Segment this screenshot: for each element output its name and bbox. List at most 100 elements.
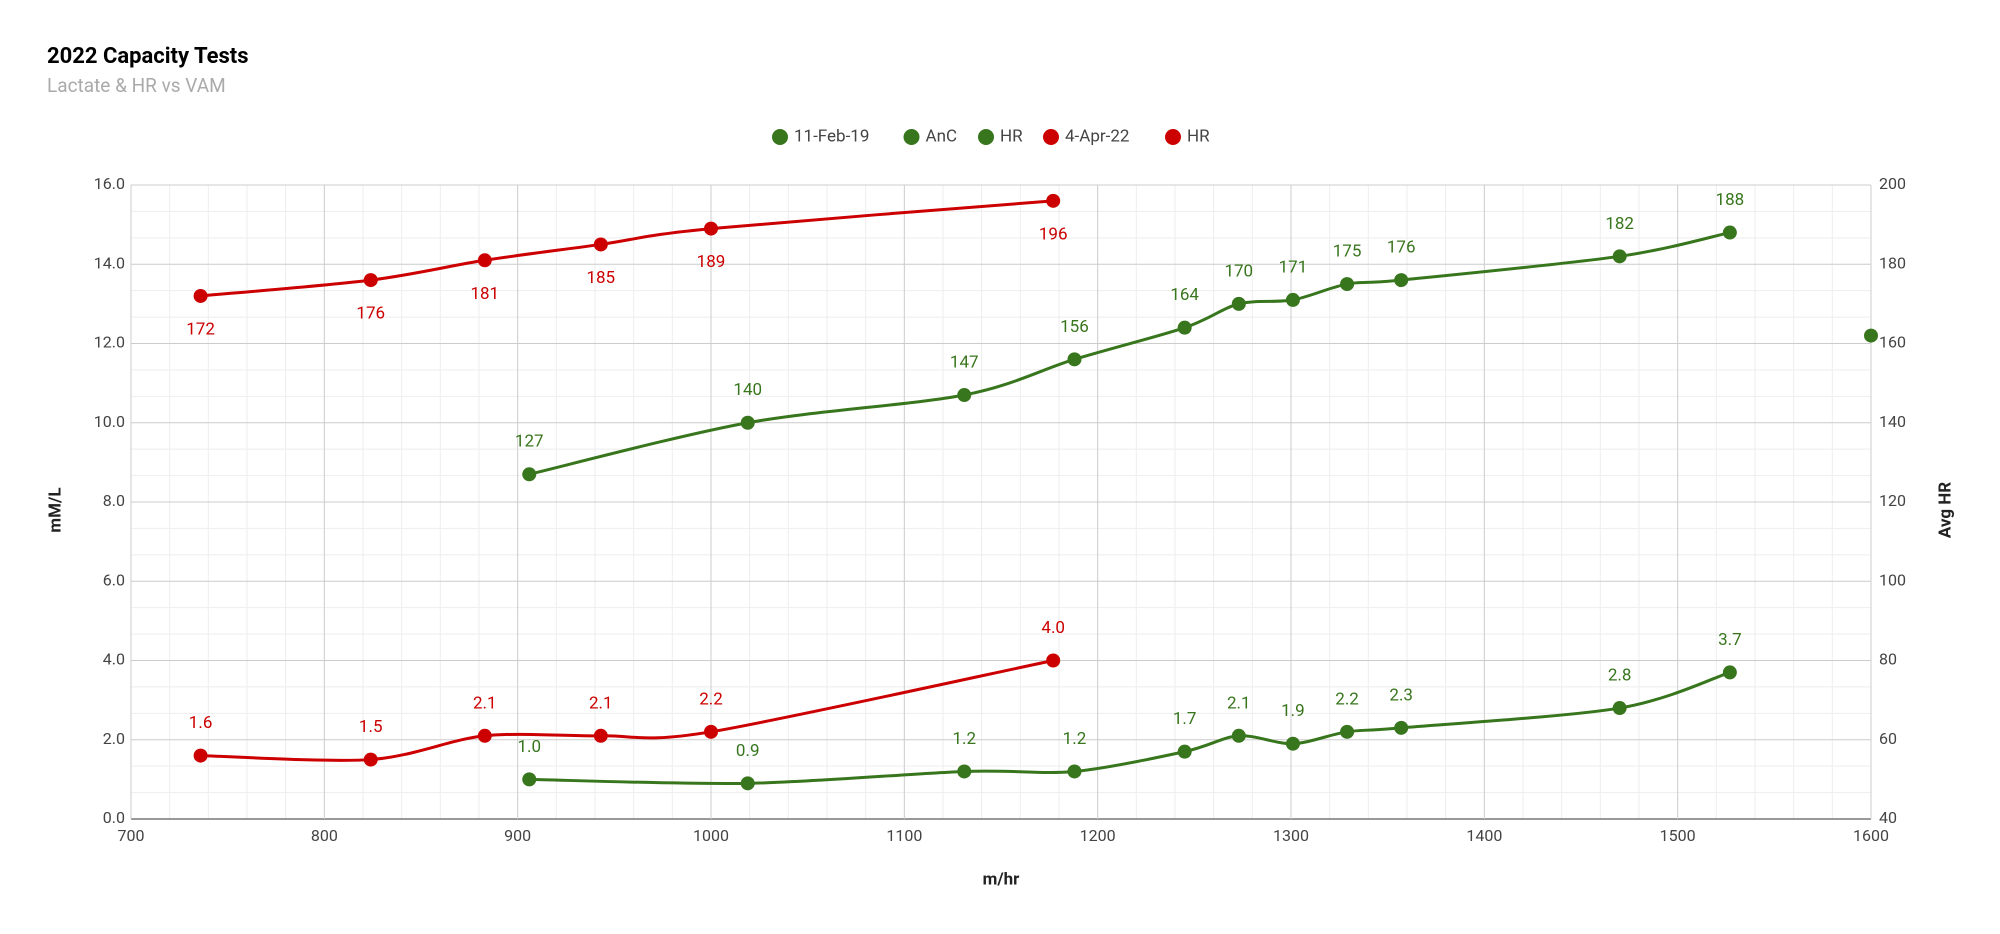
- data-label: 182: [1605, 214, 1634, 234]
- data-label: 1.7: [1173, 709, 1197, 729]
- legend-label: 11-Feb-19: [794, 126, 869, 146]
- data-label: 170: [1224, 261, 1253, 281]
- data-label: 2.3: [1389, 685, 1413, 705]
- legend-marker: [1043, 129, 1059, 145]
- data-point: [1285, 292, 1300, 307]
- y-tick-label: 2.0: [103, 729, 125, 748]
- data-point: [1067, 764, 1082, 779]
- data-label: 127: [515, 432, 544, 452]
- y2-tick-label: 180: [1879, 253, 1906, 272]
- data-point: [1394, 720, 1409, 735]
- x-tick-label: 1000: [693, 826, 729, 845]
- data-point: [363, 752, 378, 767]
- data-point: [193, 748, 208, 763]
- x-tick-label: 1400: [1466, 826, 1502, 845]
- legend-marker: [772, 129, 788, 145]
- data-point: [1067, 352, 1082, 367]
- series-line: [529, 670, 1731, 786]
- y-tick-label: 0.0: [103, 808, 125, 827]
- data-label: 1.0: [517, 737, 541, 757]
- data-label: 2.1: [589, 693, 613, 713]
- y-tick-label: 12.0: [94, 333, 125, 352]
- data-point: [1864, 328, 1878, 343]
- data-point: [1046, 193, 1061, 208]
- data-point: [1722, 665, 1737, 680]
- y-axis-title: mM/L: [45, 487, 65, 532]
- y-tick-label: 14.0: [94, 253, 125, 272]
- data-label: 140: [733, 380, 762, 400]
- x-tick-label: 1100: [886, 826, 922, 845]
- x-axis-title: m/hr: [983, 869, 1021, 889]
- data-point: [593, 728, 608, 743]
- data-label: 181: [470, 284, 499, 304]
- data-point: [522, 467, 537, 482]
- data-point: [363, 273, 378, 288]
- chart-title: 2022 Capacity Tests: [47, 44, 249, 69]
- data-label: 176: [356, 304, 385, 324]
- legend-label: AnC: [926, 126, 958, 146]
- series-line: [528, 231, 1731, 476]
- y2-tick-label: 160: [1879, 333, 1906, 352]
- data-label: 171: [1279, 257, 1308, 277]
- x-tick-label: 700: [118, 826, 145, 845]
- data-label: 2.1: [473, 693, 497, 713]
- data-label: 185: [586, 268, 615, 288]
- y2-axis-title: Avg HR: [1935, 482, 1955, 538]
- data-label: 164: [1170, 285, 1199, 305]
- x-tick-label: 1300: [1273, 826, 1309, 845]
- data-point: [1231, 728, 1246, 743]
- x-tick-label: 900: [504, 826, 531, 845]
- y-tick-label: 10.0: [94, 412, 125, 431]
- data-point: [1340, 277, 1355, 292]
- y-tick-label: 8.0: [103, 491, 125, 510]
- x-tick-label: 1500: [1660, 826, 1696, 845]
- data-label: 1.6: [189, 713, 213, 733]
- data-label: 1.2: [1063, 729, 1087, 749]
- legend-label: 4-Apr-22: [1065, 126, 1129, 146]
- series-line: [200, 199, 1054, 298]
- data-point: [740, 415, 755, 430]
- x-tick-label: 1600: [1853, 826, 1889, 845]
- data-label: 176: [1387, 238, 1416, 258]
- series-line: [200, 659, 1054, 762]
- data-point: [957, 764, 972, 779]
- data-point: [477, 728, 492, 743]
- data-point: [1722, 225, 1737, 240]
- data-label: 172: [186, 319, 215, 339]
- data-point: [704, 724, 718, 739]
- legend-label: HR: [1187, 126, 1210, 146]
- y2-tick-label: 40: [1879, 808, 1897, 827]
- data-label: 2.2: [1335, 689, 1359, 709]
- data-point: [1177, 744, 1192, 759]
- y-tick-label: 4.0: [103, 650, 125, 669]
- data-label: 156: [1060, 317, 1089, 337]
- data-label: 2.1: [1227, 693, 1251, 713]
- data-point: [593, 237, 608, 252]
- data-label: 196: [1039, 224, 1068, 244]
- data-label: 147: [950, 352, 979, 372]
- data-point: [1177, 320, 1192, 335]
- y-tick-label: 6.0: [103, 570, 125, 589]
- y2-tick-label: 200: [1879, 174, 1906, 193]
- data-label: 2.8: [1608, 666, 1632, 686]
- data-label: 1.5: [359, 717, 383, 737]
- data-point: [704, 221, 718, 236]
- x-tick-label: 1200: [1080, 826, 1116, 845]
- data-label: 188: [1716, 190, 1745, 210]
- legend-marker: [978, 129, 994, 145]
- data-label: 1.9: [1281, 701, 1305, 721]
- data-point: [522, 772, 537, 787]
- data-point: [1231, 296, 1246, 311]
- data-label: 189: [697, 252, 726, 272]
- data-point: [1612, 701, 1627, 716]
- y2-tick-label: 60: [1879, 729, 1897, 748]
- data-label: 3.7: [1718, 630, 1742, 650]
- chart-subtitle: Lactate & HR vs VAM: [47, 74, 226, 97]
- y2-tick-label: 100: [1879, 570, 1906, 589]
- y2-tick-label: 140: [1879, 412, 1906, 431]
- data-point: [740, 776, 755, 791]
- data-point: [1612, 249, 1627, 264]
- legend-label: HR: [1000, 126, 1023, 146]
- y-tick-label: 16.0: [94, 174, 125, 193]
- data-label: 1.2: [952, 729, 976, 749]
